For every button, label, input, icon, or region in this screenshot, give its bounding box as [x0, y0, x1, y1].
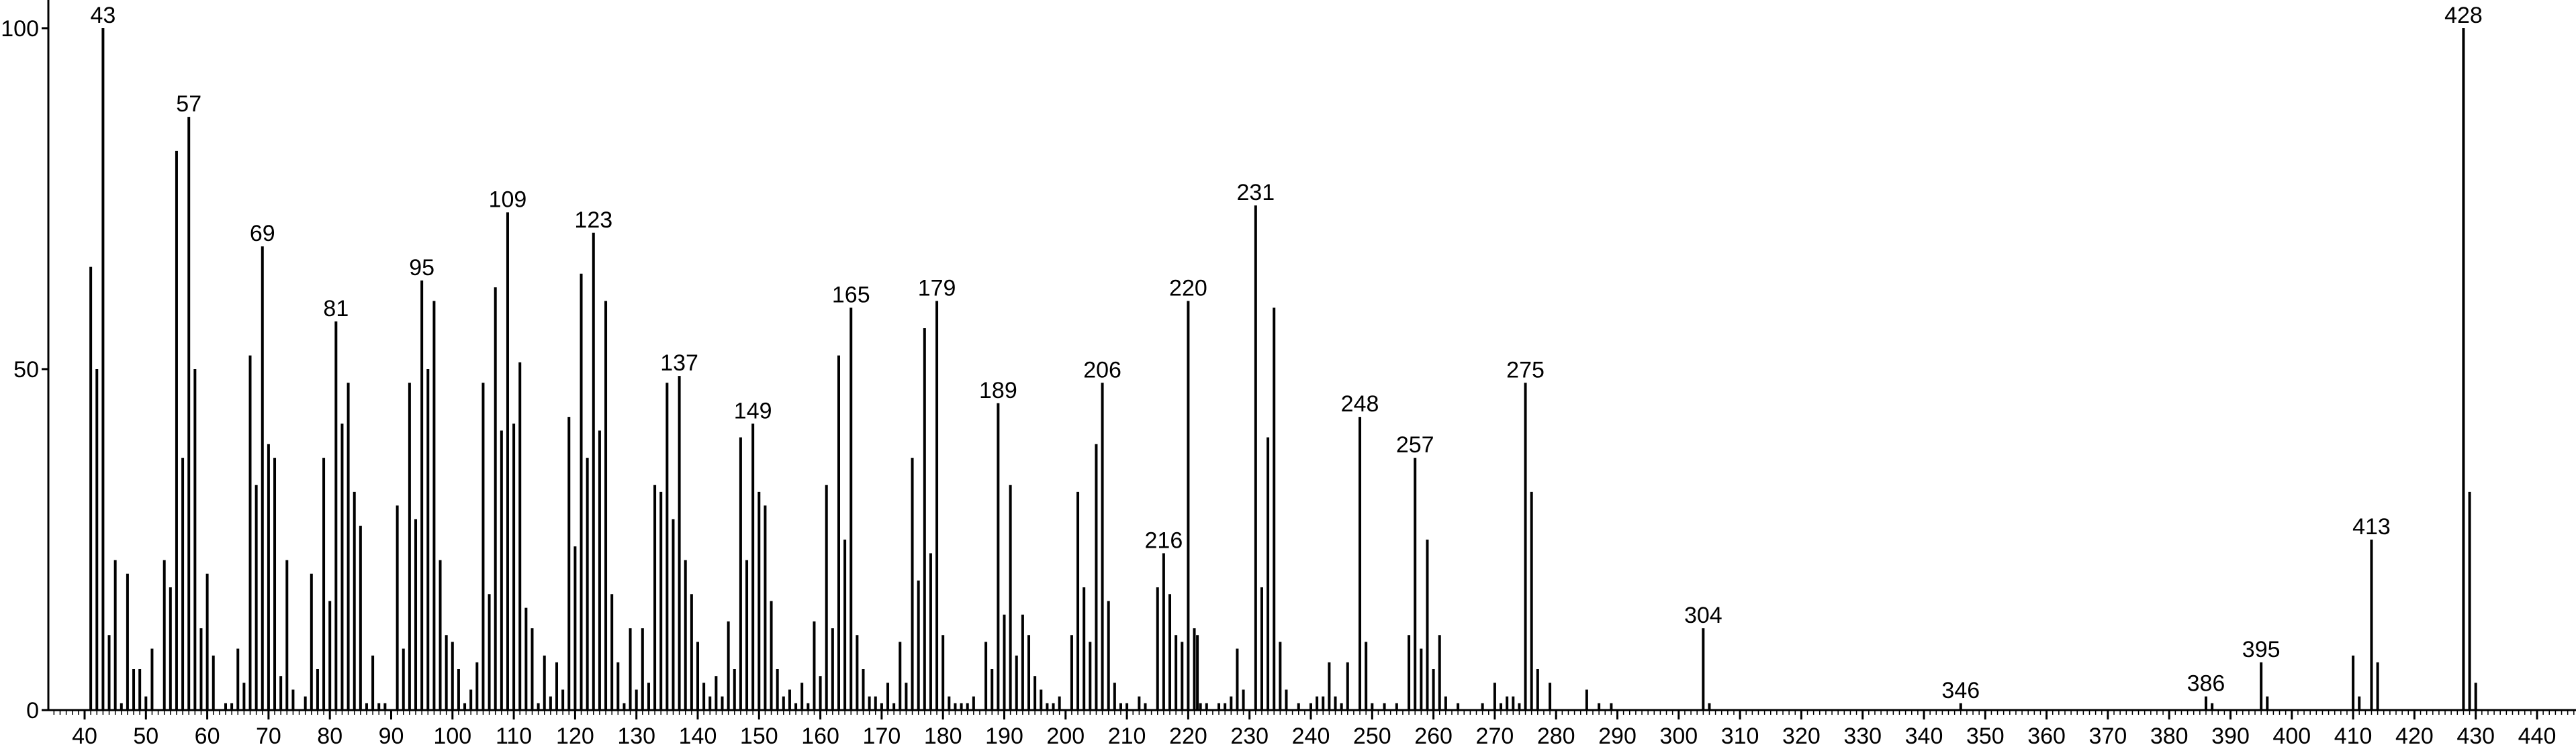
- peak-label: 43: [90, 3, 116, 28]
- peak-label: 109: [489, 187, 527, 212]
- x-tick-label: 440: [2518, 723, 2557, 749]
- peak-label: 248: [1341, 391, 1379, 417]
- peak-label: 123: [574, 207, 612, 233]
- bars-layer: [89, 28, 2477, 710]
- peak-label: 220: [1169, 275, 1207, 301]
- peak-label: 386: [2187, 671, 2225, 697]
- peak-label: 428: [2444, 3, 2483, 28]
- peak-label: 275: [1506, 357, 1545, 383]
- peak-label: 95: [409, 255, 434, 281]
- x-tick-label: 280: [1537, 723, 1575, 749]
- x-tick-label: 370: [2089, 723, 2127, 749]
- x-tick-label: 120: [556, 723, 594, 749]
- peak-label: 216: [1145, 528, 1183, 553]
- peak-label: 149: [734, 398, 772, 423]
- x-tick-label: 150: [740, 723, 778, 749]
- x-tick-label: 60: [195, 723, 220, 749]
- peak-label: 231: [1236, 180, 1275, 205]
- x-tick-label: 410: [2334, 723, 2373, 749]
- x-tick-label: 40: [72, 723, 97, 749]
- x-tick-label: 290: [1598, 723, 1637, 749]
- x-tick-label: 80: [317, 723, 342, 749]
- peak-label: 206: [1083, 357, 1121, 383]
- x-tick-label: 220: [1169, 723, 1207, 749]
- x-tick-label: 70: [256, 723, 281, 749]
- x-tick-label: 340: [1905, 723, 1943, 749]
- peak-label: 413: [2352, 514, 2391, 540]
- y-tick-label: 0: [26, 698, 39, 723]
- peak-labels-layer: 43 57 69 81 95 109 123 137 149 165 179 189 206 216 220…: [90, 3, 2482, 703]
- x-tick-label: 180: [924, 723, 962, 749]
- x-tick-label: 300: [1659, 723, 1698, 749]
- x-tick-label: 230: [1230, 723, 1269, 749]
- peak-label: 257: [1396, 432, 1434, 458]
- peak-label: 165: [832, 283, 870, 308]
- x-tick-label: 50: [133, 723, 158, 749]
- x-tick-label: 170: [863, 723, 901, 749]
- peak-label: 189: [979, 378, 1017, 403]
- peak-label: 81: [323, 296, 349, 321]
- x-tick-label: 140: [679, 723, 717, 749]
- x-tick-label: 130: [617, 723, 655, 749]
- x-tick-label: 100: [433, 723, 471, 749]
- peak-label: 179: [918, 275, 956, 301]
- x-tick-label: 110: [496, 723, 532, 749]
- x-tick-label: 160: [801, 723, 839, 749]
- peak-label: 57: [176, 91, 201, 117]
- x-tick-label: 90: [379, 723, 404, 749]
- x-tick-label: 380: [2150, 723, 2189, 749]
- x-tick-label: 250: [1353, 723, 1391, 749]
- x-tick-label: 270: [1476, 723, 1514, 749]
- peak-label: 395: [2242, 637, 2281, 662]
- x-tick-label: 200: [1046, 723, 1085, 749]
- x-tick-label: 190: [985, 723, 1023, 749]
- y-tick-label: 50: [13, 357, 39, 383]
- x-tick-label: 400: [2272, 723, 2311, 749]
- x-tick-label: 390: [2211, 723, 2250, 749]
- x-tick-label: 330: [1843, 723, 1882, 749]
- peak-label: 346: [1941, 678, 1980, 703]
- peak-label: 69: [250, 221, 275, 246]
- x-tick-label: 420: [2395, 723, 2434, 749]
- x-tick-label: 210: [1108, 723, 1146, 749]
- x-tick-label: 350: [1966, 723, 2005, 749]
- x-tick-label: 310: [1721, 723, 1759, 749]
- x-tick-label: 240: [1292, 723, 1330, 749]
- x-tick-label: 320: [1782, 723, 1821, 749]
- peak-label: 137: [660, 350, 698, 376]
- y-tick-label: 100: [1, 16, 39, 42]
- peak-label: 304: [1684, 603, 1722, 628]
- x-tick-label: 260: [1414, 723, 1453, 749]
- x-tick-label: 360: [2027, 723, 2066, 749]
- x-tick-label: 430: [2456, 723, 2495, 749]
